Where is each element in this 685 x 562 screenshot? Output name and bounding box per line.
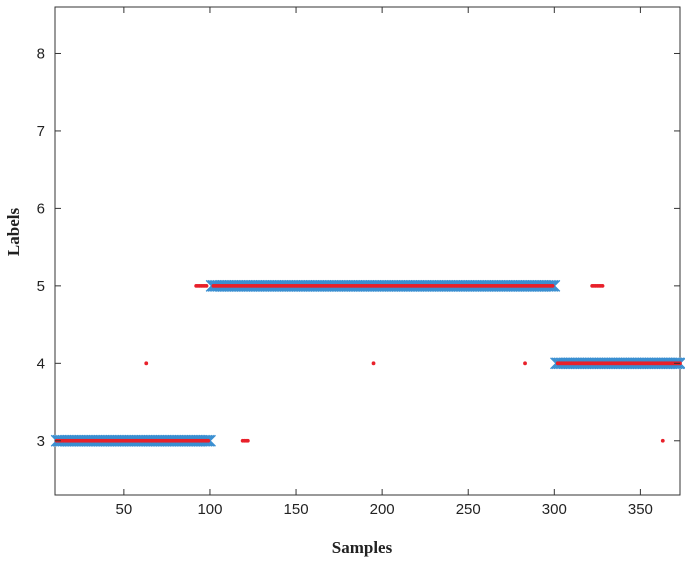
predicted-label-point bbox=[550, 283, 555, 288]
predicted-label-point bbox=[523, 361, 527, 366]
plot-area bbox=[54, 6, 681, 496]
x-axis-ticks: 50 100 150 200 250 300 350 bbox=[116, 7, 653, 518]
predicted-label-point bbox=[600, 283, 605, 288]
predicted-label-point bbox=[660, 438, 665, 443]
predicted-label-point bbox=[204, 283, 209, 288]
y-tick-label: 4 bbox=[37, 355, 45, 372]
y-tick-label: 5 bbox=[37, 278, 45, 295]
data-marks bbox=[50, 279, 685, 447]
predicted-label-point bbox=[206, 438, 211, 443]
y-axis-ticks: 3 4 5 6 7 8 bbox=[37, 45, 680, 450]
predicted-label-point bbox=[144, 361, 149, 366]
predicted-label-point bbox=[245, 438, 250, 443]
x-tick-label: 50 bbox=[116, 501, 133, 518]
y-axis-label: Labels bbox=[4, 208, 23, 257]
y-tick-label: 7 bbox=[37, 123, 45, 140]
y-tick-label: 8 bbox=[37, 45, 45, 62]
x-tick-label: 350 bbox=[628, 501, 653, 518]
y-tick-label: 6 bbox=[37, 200, 45, 217]
x-tick-label: 250 bbox=[456, 501, 481, 518]
x-tick-label: 150 bbox=[284, 501, 309, 518]
predicted-label-point bbox=[371, 361, 376, 366]
x-tick-label: 300 bbox=[542, 501, 567, 518]
y-tick-label: 3 bbox=[37, 433, 45, 450]
x-axis-label: Samples bbox=[332, 538, 393, 557]
x-tick-label: 100 bbox=[197, 501, 222, 518]
x-tick-label: 200 bbox=[370, 501, 395, 518]
